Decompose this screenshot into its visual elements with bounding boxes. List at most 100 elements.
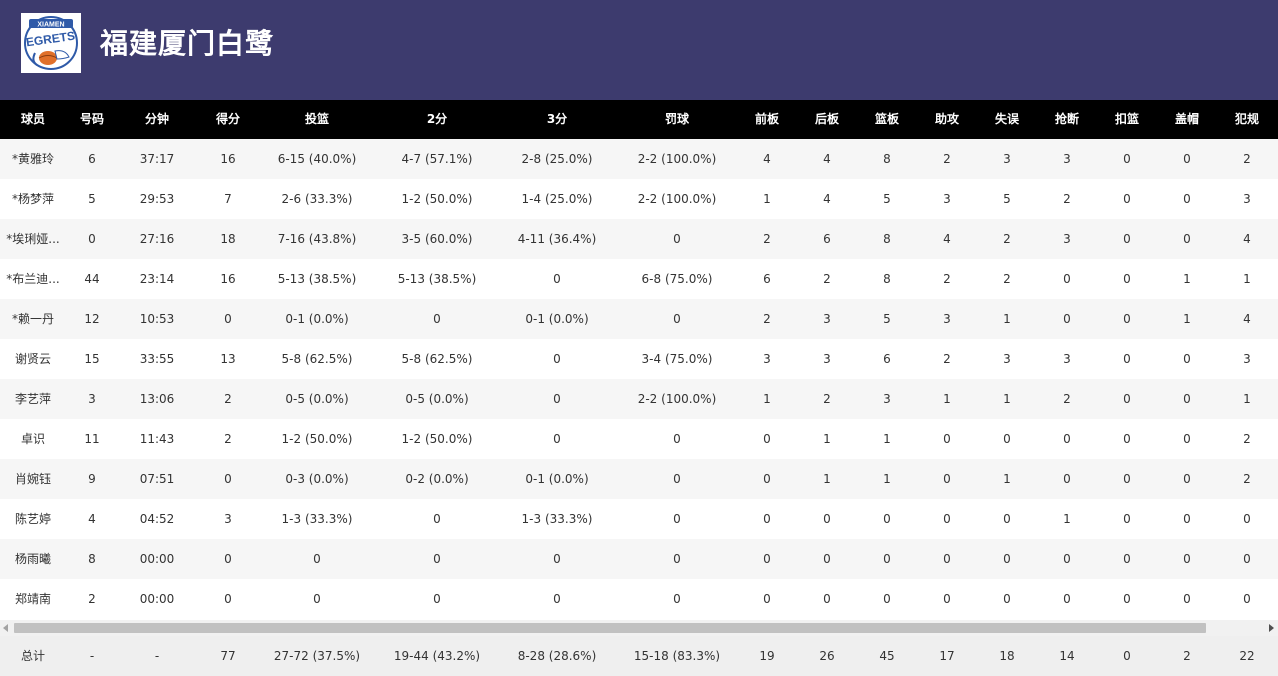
player-9-cell-3: 3: [224, 512, 232, 526]
logo-text-top: XIAMEN: [37, 22, 64, 29]
player-0-cell-1: 6: [88, 152, 96, 166]
team-name: 福建厦门白鹭: [100, 27, 275, 60]
total-cell-4: 27-72 (37.5%): [273, 649, 361, 663]
player-3-cell-5: 5-13 (38.5%): [397, 272, 477, 286]
horizontal-scrollbar[interactable]: [0, 620, 1278, 636]
player-1-cell-16: 3: [1243, 192, 1251, 206]
player-0-cell-15: 0: [1183, 152, 1191, 166]
player-8-cell-10: 1: [883, 472, 891, 486]
player-11-cell-12: 0: [1003, 592, 1011, 606]
total-cell-6: 8-28 (28.6%): [517, 649, 597, 663]
player-7-cell-16: 2: [1243, 432, 1251, 446]
player-7-cell-1: 11: [84, 432, 100, 446]
table-header: 球员 号码 分钟 得分 投篮 2分 3分 罚球 前板 后板 篮板 助攻 失误 抢断 扣篮 盖帽 犯规: [0, 100, 1278, 139]
player-7-cell-7: 0: [673, 432, 681, 446]
player-9-cell-9: 0: [823, 512, 831, 526]
player-3-cell-7: 6-8 (75.0%): [641, 272, 713, 286]
scroll-left-arrow-icon[interactable]: [3, 624, 8, 632]
player-7-cell-15: 0: [1183, 432, 1191, 446]
player-3-cell-3: 16: [220, 272, 236, 286]
player-3-cell-15: 1: [1183, 272, 1191, 286]
player-10-cell-15: 0: [1183, 552, 1191, 566]
total-cell-8: 19: [759, 649, 775, 663]
player-8-cell-4: 0-3 (0.0%): [285, 472, 349, 486]
player-2-cell-10: 8: [883, 232, 891, 246]
player-0-cell-2: 37:17: [139, 152, 175, 166]
player-3-cell-10: 8: [883, 272, 891, 286]
player-10-cell-7: 0: [673, 552, 681, 566]
player-10-cell-1: 8: [88, 552, 96, 566]
player-5-cell-0: 谢贤云: [14, 352, 51, 366]
player-2-cell-3: 18: [220, 232, 236, 246]
player-2-cell-6: 4-11 (36.4%): [517, 232, 597, 246]
player-1-cell-2: 29:53: [139, 192, 175, 206]
player-7-cell-11: 0: [943, 432, 951, 446]
player-1-cell-13: 2: [1063, 192, 1071, 206]
player-11-cell-7: 0: [673, 592, 681, 606]
player-4-cell-16: 4: [1243, 312, 1251, 326]
player-9-cell-4: 1-3 (33.3%): [281, 512, 353, 526]
player-7-cell-9: 1: [823, 432, 831, 446]
player-7-cell-4: 1-2 (50.0%): [281, 432, 353, 446]
player-4-cell-7: 0: [673, 312, 681, 326]
player-3-cell-9: 2: [823, 272, 831, 286]
player-11-cell-1: 2: [88, 592, 96, 606]
column-header-cell-5: 2分: [426, 112, 448, 126]
player-0-cell-6: 2-8 (25.0%): [521, 152, 593, 166]
player-6-cell-3: 2: [224, 392, 232, 406]
total-cell-0: 总计: [20, 649, 45, 663]
column-header-cell-4: 投篮: [304, 112, 329, 126]
player-8-cell-3: 0: [224, 472, 232, 486]
player-9-cell-1: 4: [88, 512, 96, 526]
player-10-cell-3: 0: [224, 552, 232, 566]
player-1-cell-0: *杨梦萍: [11, 192, 54, 206]
player-8-cell-8: 0: [763, 472, 771, 486]
player-7-cell-0: 卓识: [20, 432, 45, 446]
player-9-cell-13: 1: [1063, 512, 1071, 526]
player-2-cell-0: *埃琍娅...: [6, 232, 60, 246]
player-6-cell-1: 3: [88, 392, 96, 406]
player-5-cell-4: 5-8 (62.5%): [281, 352, 353, 366]
total-cell-7: 15-18 (83.3%): [633, 649, 721, 663]
team-header: XIAMEN EGRETS 福建厦门白鹭: [0, 0, 1278, 100]
column-header-cell-9: 后板: [814, 112, 839, 126]
player-3-cell-6: 0: [553, 272, 561, 286]
player-10-cell-4: 0: [313, 552, 321, 566]
player-11-cell-2: 00:00: [139, 592, 175, 606]
player-1-cell-7: 2-2 (100.0%): [637, 192, 717, 206]
player-11-cell-16: 0: [1243, 592, 1251, 606]
player-0-cell-3: 16: [220, 152, 236, 166]
scrollbar-thumb[interactable]: [14, 623, 1206, 633]
player-11-cell-11: 0: [943, 592, 951, 606]
player-7-cell-14: 0: [1123, 432, 1131, 446]
table-row: *埃琍娅... 0 27:16 18 7-16 (43.8%) 3-5 (60.0%) 4-…: [0, 219, 1278, 259]
player-4-cell-15: 1: [1183, 312, 1191, 326]
player-1-cell-12: 5: [1003, 192, 1011, 206]
total-cell-15: 2: [1183, 649, 1191, 663]
player-6-cell-15: 0: [1183, 392, 1191, 406]
player-9-cell-11: 0: [943, 512, 951, 526]
player-0-cell-16: 2: [1243, 152, 1251, 166]
player-1-cell-14: 0: [1123, 192, 1131, 206]
player-8-cell-7: 0: [673, 472, 681, 486]
scroll-right-arrow-icon[interactable]: [1269, 624, 1274, 632]
player-3-cell-1: 44: [84, 272, 100, 286]
player-11-cell-13: 0: [1063, 592, 1071, 606]
table-row: 李艺萍 3 13:06 2 0-5 (0.0%) 0-5 (0.0%) 0 2-2 (100.…: [0, 379, 1278, 419]
player-0-cell-5: 4-7 (57.1%): [401, 152, 473, 166]
column-header-cell-11: 助攻: [934, 112, 959, 126]
player-7-cell-10: 1: [883, 432, 891, 446]
player-4-cell-4: 0-1 (0.0%): [285, 312, 349, 326]
player-8-cell-9: 1: [823, 472, 831, 486]
player-4-cell-0: *赖一丹: [11, 312, 54, 326]
player-0-cell-0: *黄雅玲: [11, 152, 54, 166]
player-9-cell-16: 0: [1243, 512, 1251, 526]
player-8-cell-13: 0: [1063, 472, 1071, 486]
player-5-cell-14: 0: [1123, 352, 1131, 366]
player-9-cell-2: 04:52: [139, 512, 175, 526]
player-0-cell-11: 2: [943, 152, 951, 166]
player-10-cell-9: 0: [823, 552, 831, 566]
totals-row: 总计 - - 77 27-72 (37.5%) 19-44 (43.2%) 8-28 (28…: [0, 636, 1278, 676]
player-9-cell-15: 0: [1183, 512, 1191, 526]
player-4-cell-12: 1: [1003, 312, 1011, 326]
